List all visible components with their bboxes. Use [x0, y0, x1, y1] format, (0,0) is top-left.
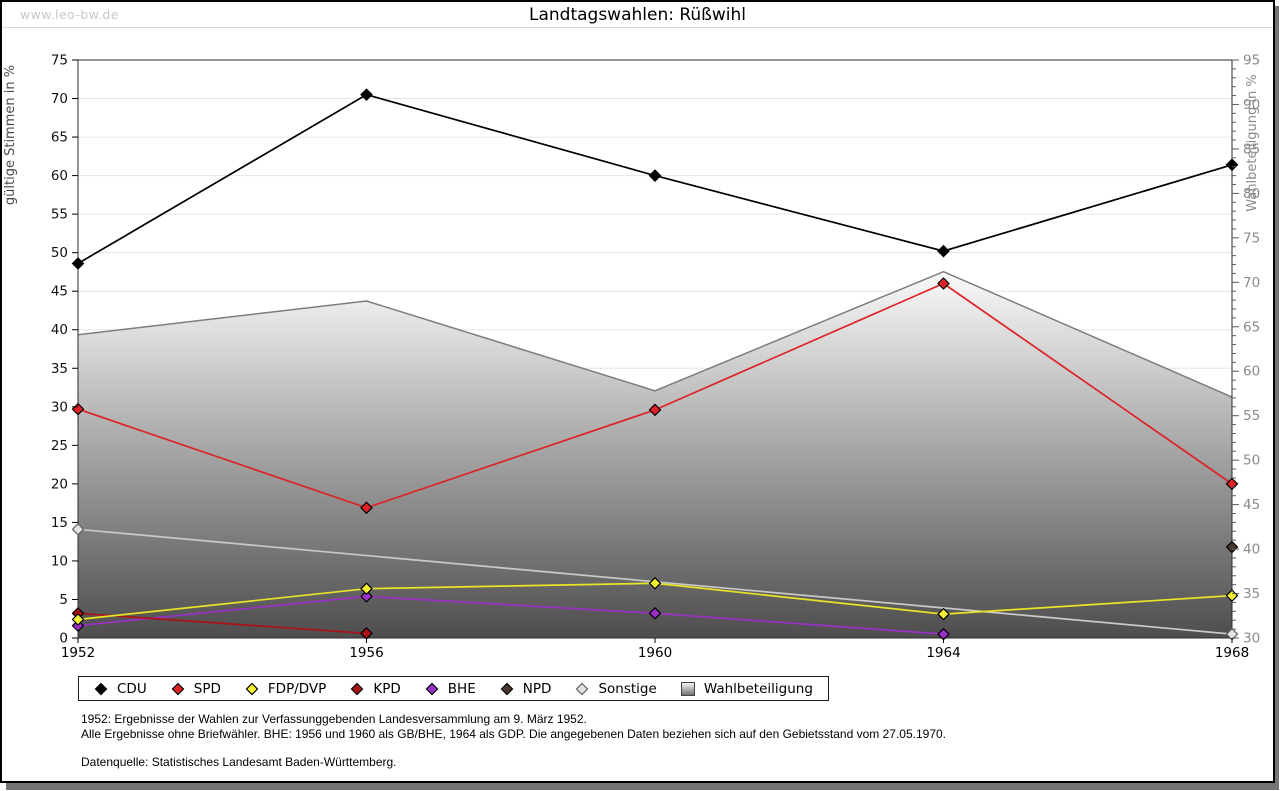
- svg-text:90: 90: [1243, 97, 1260, 113]
- legend-diamond-icon: [576, 682, 589, 695]
- legend-diamond-icon: [500, 682, 514, 695]
- svg-text:5: 5: [59, 592, 68, 608]
- header-divider: [2, 27, 1273, 28]
- legend-area-swatch-icon: [680, 681, 695, 696]
- legend-diamond-icon: [171, 682, 185, 695]
- svg-text:1960: 1960: [638, 645, 672, 661]
- chart-title: Landtagswahlen: Rüßwihl: [528, 5, 747, 25]
- legend-item-kpd: KPD: [350, 680, 401, 697]
- data-point-spd: [360, 501, 373, 515]
- svg-text:1956: 1956: [349, 645, 383, 661]
- legend: CDU SPD FDP/DVP KPD BHE NPD Sonstige Wahlbeteil…: [78, 676, 829, 701]
- chart-plot: 0 5 10 15 20 25 30 35 40 45 50 55 60 65 70 75 30 35 40 45 50…: [3, 53, 1260, 662]
- svg-text:45: 45: [1243, 497, 1260, 513]
- svg-text:1968: 1968: [1215, 645, 1249, 661]
- footer-notes: 1952: Ergebnisse der Wahlen zur Verfassu…: [81, 712, 946, 770]
- data-point-sonstige: [71, 522, 85, 536]
- svg-text:65: 65: [51, 130, 68, 146]
- svg-text:0: 0: [59, 631, 68, 647]
- data-point-cdu: [648, 169, 662, 182]
- svg-text:75: 75: [1243, 230, 1260, 246]
- svg-text:70: 70: [1243, 275, 1260, 291]
- legend-diamond-icon: [94, 682, 108, 695]
- svg-text:95: 95: [1243, 53, 1260, 69]
- data-point-spd: [648, 403, 662, 417]
- svg-text:45: 45: [51, 284, 68, 300]
- data-point-spd: [937, 277, 950, 290]
- legend-label: BHE: [447, 680, 476, 697]
- legend-label: NPD: [522, 680, 552, 697]
- svg-text:1964: 1964: [926, 645, 960, 661]
- data-point-fdp-dvp: [648, 576, 662, 590]
- svg-text:50: 50: [1243, 453, 1260, 469]
- legend-label: Sonstige: [598, 680, 657, 697]
- svg-text:Wahlbeteiligung in %: Wahlbeteiligung in %: [1245, 74, 1260, 211]
- legend-item-cdu: CDU: [94, 681, 147, 697]
- legend-item-bhe: BHE: [425, 681, 476, 697]
- svg-text:35: 35: [51, 361, 68, 377]
- data-point-cdu: [1225, 158, 1239, 172]
- legend-item-wahlbeteiligung: Wahlbeteiligung: [680, 680, 813, 697]
- legend-item-npd: NPD: [500, 680, 552, 697]
- data-point-bhe: [648, 606, 662, 620]
- data-point-cdu: [360, 88, 373, 102]
- svg-text:gültige Stimmen in %: gültige Stimmen in %: [3, 65, 18, 205]
- svg-text:20: 20: [51, 476, 68, 492]
- legend-label: SPD: [193, 680, 221, 697]
- svg-text:30: 30: [1243, 631, 1260, 647]
- data-source-note: Datenquelle: Statistisches Landesamt Bad…: [81, 755, 397, 769]
- footnote-line-2: Alle Ergebnisse ohne Briefwähler. BHE: 1…: [81, 726, 947, 741]
- svg-text:25: 25: [51, 438, 68, 454]
- data-point-npd: [1225, 540, 1239, 554]
- svg-text:80: 80: [1243, 186, 1260, 202]
- svg-text:40: 40: [1243, 542, 1260, 558]
- svg-text:55: 55: [51, 207, 68, 223]
- footnote-line-1: 1952: Ergebnisse der Wahlen zur Verfassu…: [81, 712, 587, 726]
- svg-text:1952: 1952: [61, 645, 95, 661]
- data-point-cdu: [937, 244, 950, 258]
- svg-text:60: 60: [51, 168, 68, 184]
- data-point-fdp-dvp: [937, 607, 950, 621]
- svg-text:40: 40: [51, 322, 68, 338]
- svg-text:55: 55: [1243, 408, 1260, 424]
- legend-item-spd: SPD: [171, 681, 221, 697]
- svg-text:65: 65: [1243, 319, 1260, 335]
- svg-text:15: 15: [51, 515, 68, 531]
- data-point-bhe: [360, 590, 373, 603]
- data-point-fdp-dvp: [360, 582, 373, 596]
- legend-label: Wahlbeteiligung: [703, 680, 813, 697]
- data-point-fdp-dvp: [71, 613, 85, 626]
- svg-text:50: 50: [51, 245, 68, 261]
- watermark: www.leo-bw.de: [20, 7, 119, 22]
- legend-diamond-icon: [350, 682, 364, 695]
- svg-text:60: 60: [1243, 364, 1260, 380]
- data-point-cdu: [71, 257, 85, 270]
- legend-label: KPD: [373, 680, 401, 697]
- svg-text:75: 75: [51, 53, 68, 69]
- legend-item-fdp-dvp: FDP/DVP: [245, 681, 326, 697]
- legend-label: FDP/DVP: [267, 680, 327, 697]
- svg-text:30: 30: [51, 399, 68, 415]
- legend-label: CDU: [117, 680, 147, 697]
- legend-diamond-icon: [245, 682, 259, 695]
- legend-diamond-icon: [425, 682, 439, 695]
- legend-item-sonstige: Sonstige: [575, 680, 657, 697]
- svg-text:85: 85: [1243, 141, 1260, 157]
- svg-text:70: 70: [51, 91, 68, 107]
- svg-text:35: 35: [1243, 586, 1260, 602]
- data-point-spd: [1225, 477, 1239, 491]
- svg-text:10: 10: [51, 553, 68, 569]
